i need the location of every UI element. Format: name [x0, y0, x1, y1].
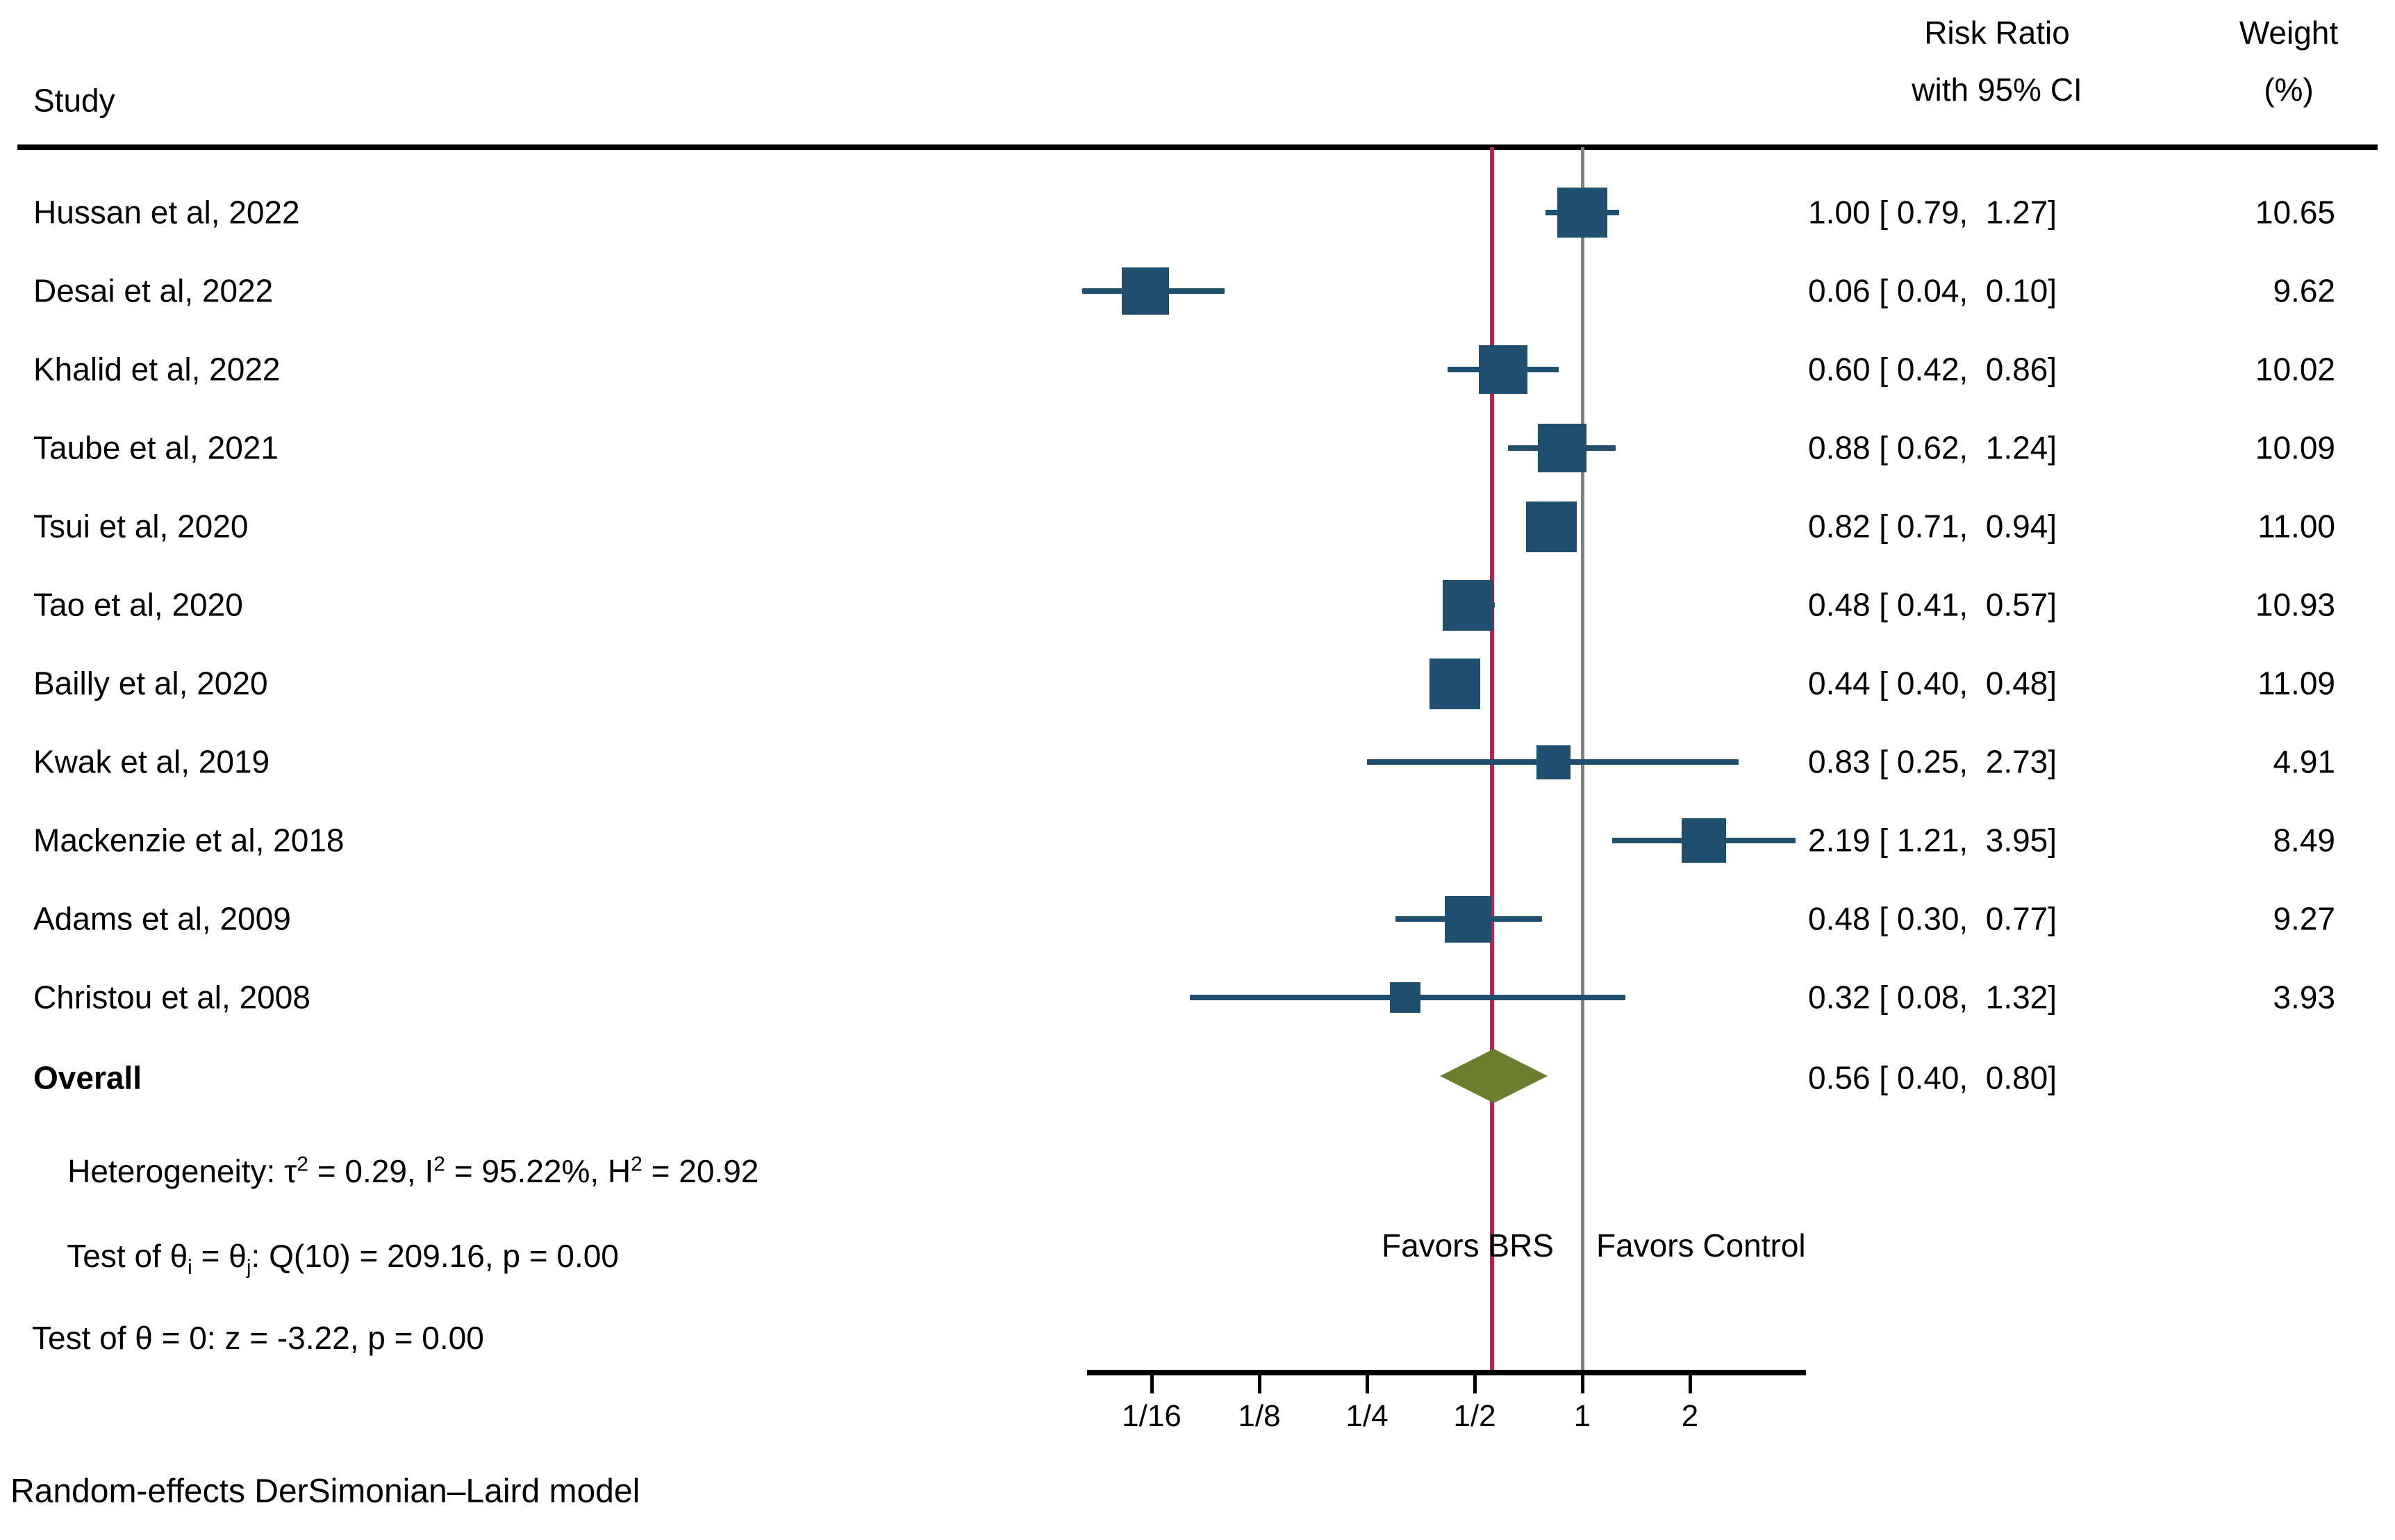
overall-diamond	[1440, 1049, 1548, 1103]
study-label: Mackenzie et al, 2018	[33, 822, 345, 859]
heterogeneity-text: Heterogeneity: τ	[67, 1153, 297, 1189]
test-q-eq: = θ	[192, 1238, 247, 1274]
x-axis-tick-label: 1/16	[1122, 1399, 1182, 1433]
effect-square	[1526, 501, 1577, 552]
effect-estimate-text: 0.82 [ 0.71, 0.94]	[1808, 508, 2057, 545]
x-axis-tick	[1688, 1375, 1692, 1393]
weight-text: 11.09	[2257, 665, 2335, 702]
i-squared-text: = 0.29, I	[308, 1153, 434, 1189]
tau-squared-sup: 2	[297, 1152, 308, 1176]
h-squared-text: = 95.22%, H	[445, 1153, 631, 1189]
effect-estimate-text: 0.83 [ 0.25, 2.73]	[1808, 743, 2057, 780]
column-header-weight: Weight (%)	[2195, 14, 2382, 108]
column-header-weight-line1: Weight	[2239, 15, 2339, 51]
x-axis-tick-label: 2	[1681, 1399, 1699, 1433]
weight-text: 9.27	[2273, 900, 2335, 937]
study-label: Taube et al, 2021	[33, 429, 279, 466]
study-label: Bailly et al, 2020	[33, 665, 268, 702]
study-label: Kwak et al, 2019	[33, 743, 270, 780]
x-axis-tick	[1150, 1375, 1154, 1393]
x-axis-line	[1087, 1370, 1806, 1375]
test-q-text: Test of θ	[67, 1238, 188, 1274]
column-header-weight-line2: (%)	[2264, 72, 2314, 108]
favors-right-label: Favors Control	[1596, 1227, 1806, 1264]
study-label: Hussan et al, 2022	[33, 194, 300, 231]
effect-estimate-text: 2.19 [ 1.21, 3.95]	[1808, 822, 2057, 859]
i-squared-sup: 2	[433, 1152, 445, 1176]
weight-text: 10.02	[2255, 351, 2335, 388]
study-label: Christou et al, 2008	[33, 979, 310, 1016]
theta-j-sub: j	[246, 1256, 251, 1280]
effect-square	[1445, 895, 1492, 943]
study-label: Adams et al, 2009	[33, 900, 291, 937]
x-axis-tick-label: 1/2	[1453, 1399, 1496, 1433]
study-label: Desai et al, 2022	[33, 272, 274, 309]
effect-square	[1390, 982, 1421, 1013]
effect-square	[1682, 818, 1727, 863]
effect-square	[1121, 267, 1169, 315]
effect-square	[1429, 658, 1480, 709]
weight-text: 10.93	[2255, 586, 2335, 623]
overall-label: Overall	[33, 1059, 142, 1096]
h-squared-value: = 20.92	[642, 1153, 759, 1189]
effect-estimate-text: 0.44 [ 0.40, 0.48]	[1808, 665, 2057, 702]
weight-text: 11.00	[2257, 508, 2335, 545]
x-axis-tick	[1257, 1375, 1261, 1393]
effect-estimate-text: 0.60 [ 0.42, 0.86]	[1808, 351, 2057, 388]
effect-square	[1536, 745, 1571, 779]
effect-estimate-text: 0.48 [ 0.41, 0.57]	[1808, 586, 2057, 623]
effect-estimate-text: 0.32 [ 0.08, 1.32]	[1808, 979, 2057, 1016]
x-axis-tick-label: 1/4	[1345, 1399, 1389, 1433]
effect-estimate-text: 0.06 [ 0.04, 0.10]	[1808, 272, 2057, 309]
overall-estimate-text: 0.56 [ 0.40, 0.80]	[1808, 1059, 2057, 1096]
x-axis-tick	[1365, 1375, 1369, 1393]
theta-i-sub: i	[188, 1256, 192, 1280]
favors-left-label: Favors BRS	[1382, 1227, 1554, 1264]
weight-text: 10.09	[2255, 429, 2335, 466]
weight-text: 8.49	[2273, 822, 2335, 859]
effect-estimate-text: 0.88 [ 0.62, 1.24]	[1808, 429, 2057, 466]
x-axis-tick-label: 1/8	[1238, 1399, 1281, 1433]
test-q-line: Test of θi = θj: Q(10) = 209.16, p = 0.0…	[32, 1200, 619, 1312]
weight-text: 4.91	[2273, 743, 2335, 780]
effect-square	[1443, 579, 1494, 631]
study-label: Tao et al, 2020	[33, 586, 243, 623]
h-squared-sup: 2	[631, 1152, 643, 1176]
heterogeneity-line: Heterogeneity: τ2 = 0.29, I2 = 95.22%, H…	[32, 1115, 759, 1227]
effect-estimate-text: 1.00 [ 0.79, 1.27]	[1808, 194, 2057, 231]
weight-text: 10.65	[2255, 194, 2335, 231]
weight-text: 3.93	[2273, 979, 2335, 1016]
test-z-line: Test of θ = 0: z = -3.22, p = 0.00	[32, 1320, 484, 1356]
test-q-result: : Q(10) = 209.16, p = 0.00	[251, 1238, 619, 1274]
header-rule	[17, 144, 2378, 150]
x-axis-tick	[1580, 1375, 1584, 1393]
effect-square	[1538, 424, 1587, 472]
effect-square	[1557, 188, 1607, 238]
model-footnote: Random-effects DerSimonian–Laird model	[10, 1473, 640, 1510]
column-header-study: Study	[33, 82, 115, 119]
x-axis-tick-label: 1	[1573, 1399, 1591, 1433]
column-header-effect-line2: with 95% CI	[1912, 72, 2082, 108]
study-label: Tsui et al, 2020	[33, 508, 249, 545]
x-axis-tick	[1473, 1375, 1477, 1393]
effect-square	[1478, 345, 1527, 394]
effect-estimate-text: 0.48 [ 0.30, 0.77]	[1808, 900, 2057, 937]
study-label: Khalid et al, 2022	[33, 351, 281, 388]
column-header-effect-line1: Risk Ratio	[1924, 15, 2070, 51]
weight-text: 9.62	[2273, 272, 2335, 309]
column-header-effect: Risk Ratio with 95% CI	[1813, 14, 2181, 108]
